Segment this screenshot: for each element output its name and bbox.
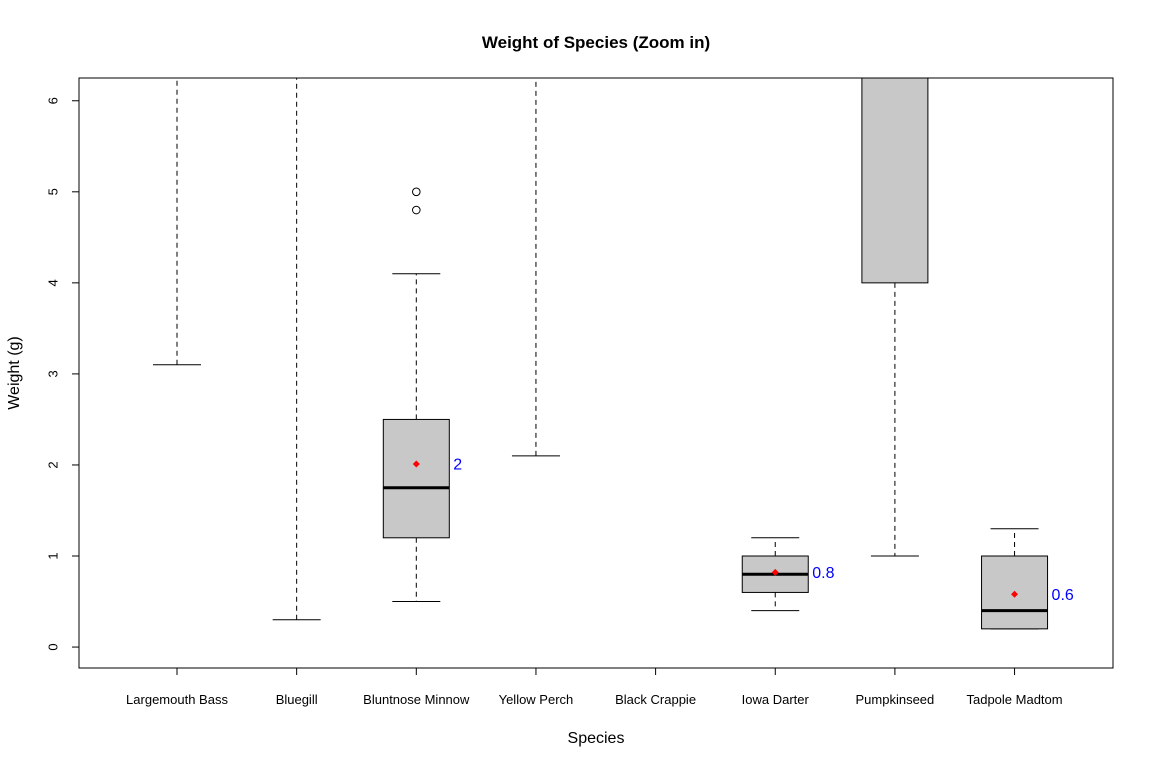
- y-tick-label: 0: [46, 643, 61, 650]
- mean-label: 0.6: [1052, 587, 1074, 604]
- outlier-point: [412, 205, 421, 215]
- x-tick-label: Pumpkinseed: [856, 692, 935, 707]
- mean-marker: [1011, 590, 1019, 598]
- plot-frame: [78, 77, 1114, 669]
- box-yellow-perch: [511, 78, 560, 457]
- y-tick-label: 5: [46, 188, 61, 195]
- box-bluntnose-minnow: 2: [382, 187, 462, 603]
- x-axis-label: Species: [568, 730, 625, 747]
- box-largemouth-bass: [153, 78, 201, 366]
- x-tick-label: Bluntnose Minnow: [363, 692, 470, 707]
- x-tick-label: Largemouth Bass: [126, 692, 228, 707]
- mean-label: 0.8: [812, 565, 834, 582]
- outlier-point: [412, 187, 421, 197]
- x-tick-label: Iowa Darter: [742, 692, 810, 707]
- y-tick-label: 2: [46, 461, 61, 468]
- x-tick-label: Yellow Perch: [499, 692, 574, 707]
- box-iowa-darter: 0.8: [741, 537, 835, 612]
- x-tick-label: Black Crappie: [615, 692, 696, 707]
- plot-layer: 2 0.8 0.6: [153, 78, 1074, 630]
- box-bluegill: [272, 78, 321, 621]
- mean-label: 2: [453, 457, 462, 474]
- x-tick-label: Tadpole Madtom: [966, 692, 1062, 707]
- y-tick-label: 1: [46, 552, 61, 559]
- mean-marker: [771, 568, 779, 576]
- y-tick-label: 4: [46, 279, 61, 286]
- mean-marker: [412, 460, 420, 468]
- chart-title: Weight of Species (Zoom in): [482, 33, 710, 52]
- box-tadpole-madtom: 0.6: [981, 528, 1074, 630]
- y-tick-label: 6: [46, 97, 61, 104]
- y-tick-label: 3: [46, 370, 61, 377]
- box-body: [382, 418, 450, 539]
- x-tick-label: Bluegill: [276, 692, 318, 707]
- box-body: [861, 78, 929, 284]
- box-pumpkinseed: [861, 78, 929, 557]
- y-axis-label: Weight (g): [6, 336, 23, 410]
